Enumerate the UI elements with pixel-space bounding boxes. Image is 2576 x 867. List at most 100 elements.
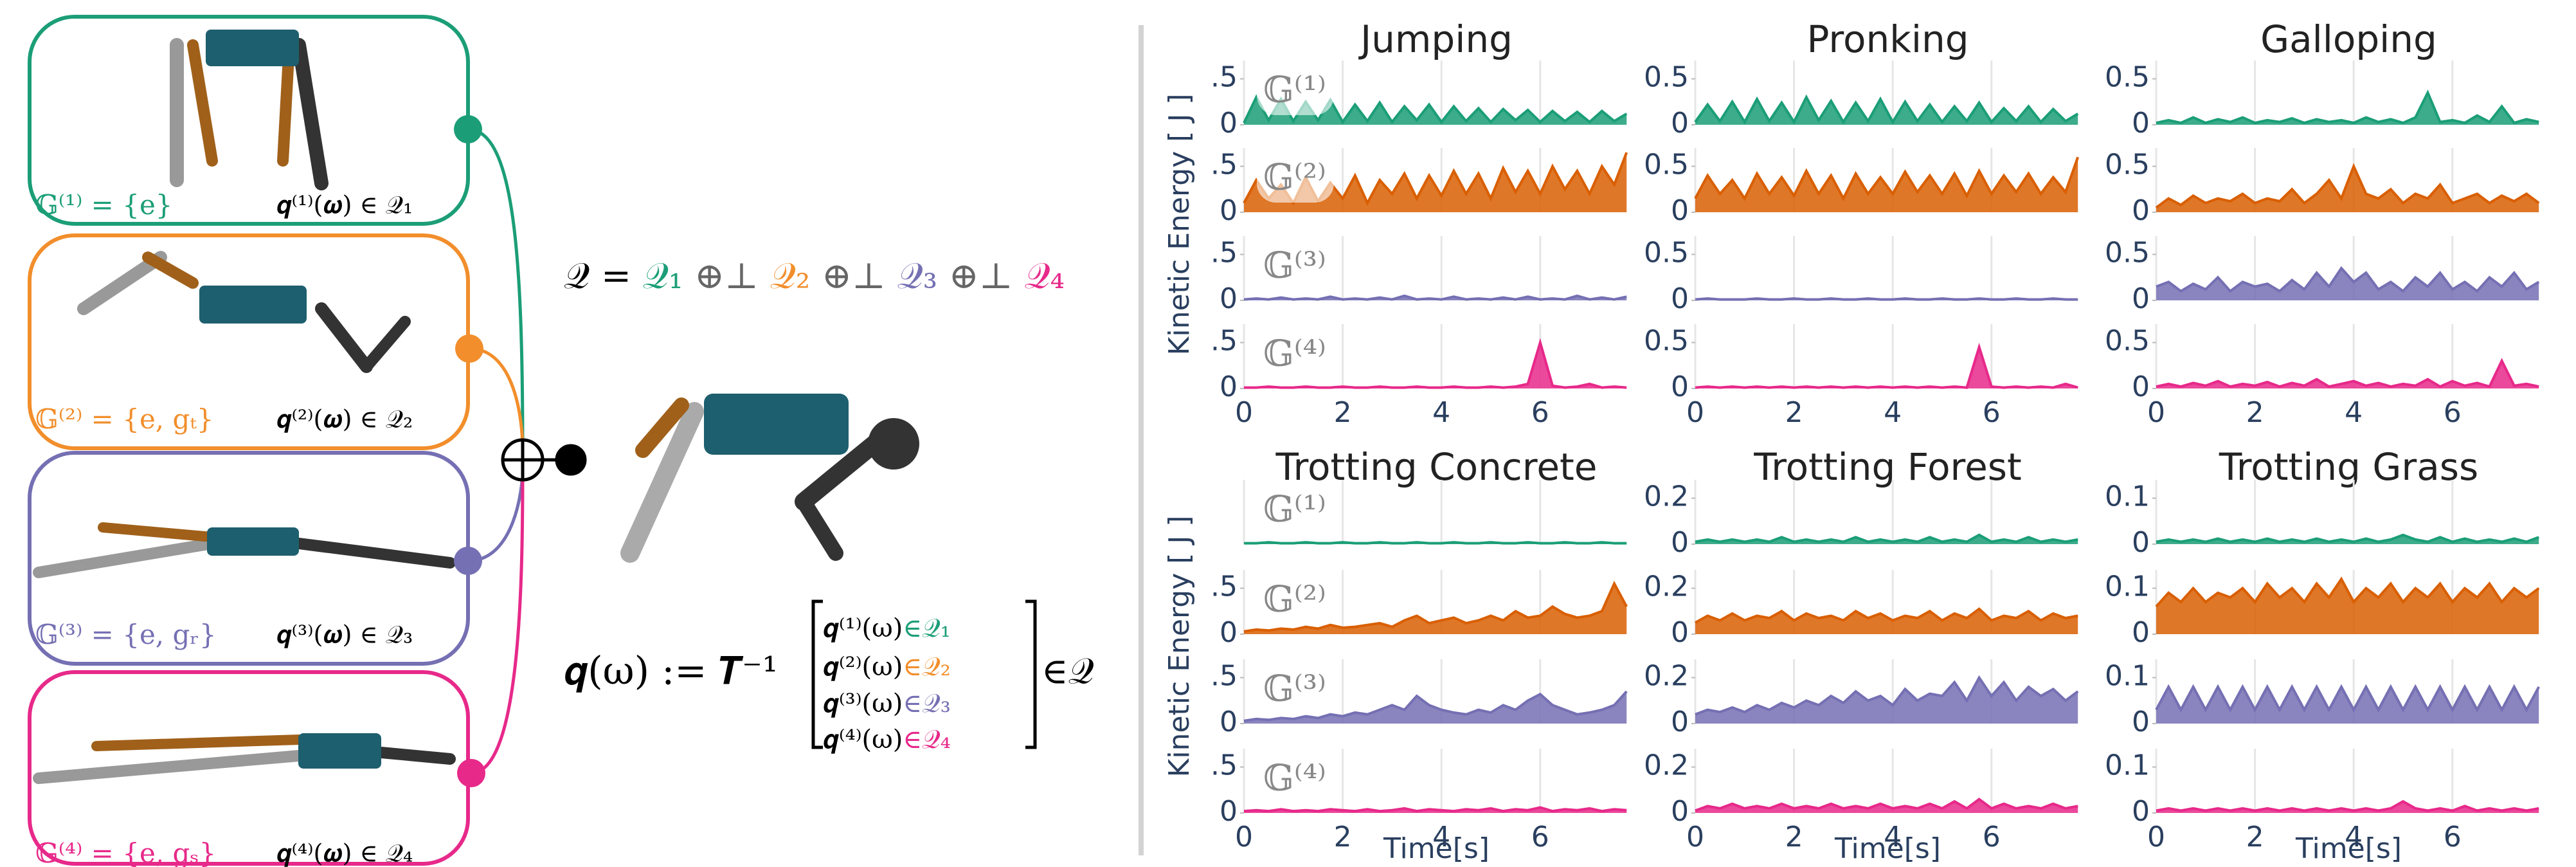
series-line — [1243, 690, 1628, 722]
y-tick-label: 0 — [2132, 282, 2150, 315]
x-tick-label: 6 — [1983, 821, 2001, 853]
equation-result: ∈𝒬 — [1041, 651, 1094, 693]
leg — [91, 735, 304, 751]
chart-title: Trotting Concrete — [1275, 445, 1598, 489]
matrix-row: 𝒒⁽³⁾(ω)∈𝒬₃ — [823, 689, 951, 718]
port — [454, 115, 482, 143]
series-line — [1695, 798, 2078, 812]
space-label: 𝒒⁽³⁾(𝝎) ∈ 𝒬₃ — [276, 621, 413, 649]
y-tick-label: 0.5 — [2105, 237, 2150, 269]
y-axis-label: Kinetic Energy [ J ] — [1163, 516, 1196, 778]
x-tick-label: 4 — [1432, 821, 1450, 853]
connector — [467, 469, 525, 563]
series-line — [1695, 297, 2078, 301]
direct-sum-node — [501, 438, 587, 482]
matrix-space: ∈𝒬₂ — [903, 652, 950, 682]
leg — [361, 316, 411, 372]
x-tick-label: 6 — [1531, 396, 1549, 429]
y-tick-label: 0 — [1671, 107, 1689, 140]
y-tick-label: 0.1 — [2105, 749, 2150, 782]
area-fill — [2156, 579, 2539, 634]
x-tick-label: 2 — [1334, 821, 1352, 853]
body — [206, 30, 299, 66]
port — [455, 334, 483, 363]
y-tick-label: 0 — [2132, 107, 2150, 140]
x-tick-label: 0 — [2147, 821, 2165, 853]
robot — [620, 394, 919, 563]
leg — [33, 538, 218, 578]
area-fill — [1695, 157, 2078, 212]
y-tick-label: 0.5 — [1644, 61, 1689, 94]
y-tick-label: 0 — [1220, 282, 1238, 315]
label-backdrop — [1257, 758, 1334, 803]
x-tick-label: 0 — [1235, 821, 1253, 853]
matrix-space: ∈𝒬₃ — [903, 689, 950, 718]
y-tick-label: 0 — [1671, 616, 1689, 649]
chart-title: Jumping — [1358, 17, 1513, 61]
series-label: 𝔾⁽¹⁾ — [1263, 69, 1326, 111]
y-tick-label: 0.5 — [1644, 325, 1689, 358]
y-tick-label: 0 — [1671, 526, 1689, 559]
y-tick-label: 0 — [2132, 370, 2150, 403]
x-axis-label: Time[s] — [1834, 832, 1941, 865]
x-tick-label: 6 — [2444, 396, 2462, 429]
y-tick-label: 0.1 — [2105, 570, 2150, 603]
body — [298, 733, 381, 769]
matrix-space: ∈𝒬₁ — [903, 614, 950, 643]
y-tick-label: 0 — [1220, 370, 1238, 403]
body — [207, 527, 299, 556]
decomposition-part: ⊕⊥ — [937, 255, 1024, 297]
series-line — [2156, 533, 2539, 543]
y-tick-label: 0 — [1671, 706, 1689, 738]
series-line — [1243, 580, 1628, 633]
output-node — [555, 444, 587, 476]
label-backdrop — [1257, 246, 1334, 291]
y-tick-label: 0 — [2132, 706, 2150, 738]
connector — [467, 127, 525, 451]
matrix-vector: 𝒒⁽⁴⁾(ω) — [823, 725, 903, 754]
x-tick-label: 0 — [1686, 396, 1704, 429]
matrix-space: ∈𝒬₄ — [903, 725, 950, 754]
series-label: 𝔾⁽⁴⁾ — [1263, 333, 1326, 375]
y-tick-label: 0 — [1671, 795, 1689, 828]
series-label: 𝔾⁽²⁾ — [1263, 579, 1326, 621]
chart-title: Trotting Grass — [2219, 445, 2478, 489]
decomposition-part: 𝒬₄ — [1024, 255, 1065, 297]
y-tick-label: 0.1 — [2105, 480, 2150, 513]
y-tick-label: 0.2 — [1644, 480, 1689, 513]
series-line — [1244, 541, 1627, 545]
decomposition-part: ⊕⊥ — [810, 255, 897, 297]
series-line — [1244, 338, 1627, 389]
y-tick-label: 0 — [1220, 706, 1238, 738]
x-tick-label: 2 — [1785, 396, 1803, 429]
series-label: 𝔾⁽¹⁾ — [1263, 489, 1326, 531]
bracket — [811, 599, 823, 749]
y-tick-label: 0.2 — [1644, 660, 1689, 693]
x-tick-label: 2 — [2246, 396, 2264, 429]
y-tick-label: 0.2 — [1644, 749, 1689, 782]
y-tick-label: 0.5 — [1644, 149, 1689, 181]
y-tick-label: 0.1 — [2105, 660, 2150, 693]
leg — [375, 747, 456, 765]
series-line — [1243, 294, 1627, 301]
label-backdrop — [1257, 334, 1334, 379]
area-fill — [2156, 801, 2539, 813]
matrix-vector: 𝒒⁽¹⁾(ω) — [823, 614, 903, 643]
y-tick-label: 0 — [2132, 194, 2150, 227]
x-tick-label: 4 — [1432, 396, 1450, 429]
series-line — [2156, 266, 2540, 293]
leg — [33, 750, 305, 784]
space-label: 𝒒⁽¹⁾(𝝎) ∈ 𝒬₁ — [276, 191, 413, 219]
matrix-vector: 𝒒⁽²⁾(ω) — [823, 652, 903, 682]
series-line — [1695, 675, 2079, 716]
y-tick-label: .5 — [1211, 61, 1238, 94]
x-tick-label: 6 — [1983, 396, 2001, 429]
leg — [142, 251, 199, 289]
x-tick-label: 4 — [1884, 821, 1902, 853]
label-backdrop — [1257, 158, 1334, 203]
area-fill — [1695, 608, 2078, 634]
matrix-brackets — [811, 599, 1037, 749]
y-axis-label: Kinetic Energy [ J ] — [1163, 94, 1196, 356]
port — [457, 759, 485, 787]
body — [704, 394, 849, 455]
